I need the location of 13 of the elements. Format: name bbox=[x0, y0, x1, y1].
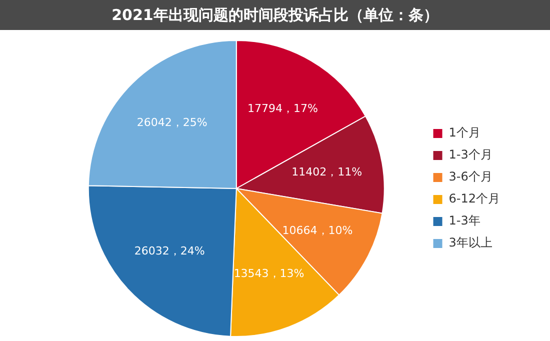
data-label: 26032，24% bbox=[134, 244, 205, 258]
legend-label: 3-6个月 bbox=[448, 170, 492, 184]
data-label: 10664，10% bbox=[282, 224, 353, 238]
chart-title: 2021年出现问题的时间段投诉占比（单位：条） bbox=[0, 0, 550, 30]
data-label: 13543，13% bbox=[234, 267, 304, 280]
legend-label: 6-12个月 bbox=[448, 192, 500, 206]
data-label: 26042，25% bbox=[136, 116, 208, 129]
legend-label: 1-3年 bbox=[448, 214, 480, 228]
legend-label: 3年以上 bbox=[448, 236, 492, 250]
legend-label: 1个月 bbox=[448, 126, 480, 140]
data-label: 11402，11% bbox=[292, 166, 362, 179]
data-label: 17794，17% bbox=[248, 102, 318, 116]
legend-label: 1-3个月 bbox=[448, 148, 492, 162]
